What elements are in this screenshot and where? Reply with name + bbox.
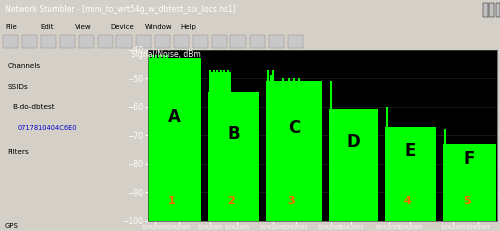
Text: Edit: Edit <box>40 24 54 30</box>
Bar <box>230 35 246 48</box>
Text: 4: 4 <box>404 196 411 206</box>
Text: 0717810404C6E0: 0717810404C6E0 <box>18 125 77 131</box>
Text: Filters: Filters <box>8 149 29 155</box>
Bar <box>136 35 150 48</box>
Bar <box>148 58 201 221</box>
Text: Signal/Noise, dBm: Signal/Noise, dBm <box>132 50 201 59</box>
Text: 5: 5 <box>463 196 470 206</box>
Bar <box>443 144 496 221</box>
Text: GPS: GPS <box>5 223 19 229</box>
Bar <box>268 35 283 48</box>
Bar <box>154 35 170 48</box>
Text: 2: 2 <box>227 196 235 206</box>
Bar <box>496 3 500 17</box>
Text: B-do-dbtest: B-do-dbtest <box>12 104 54 110</box>
Text: 1: 1 <box>168 196 175 206</box>
Text: C: C <box>288 119 300 137</box>
Text: View: View <box>75 24 92 30</box>
Bar <box>78 35 94 48</box>
Text: Window: Window <box>145 24 172 30</box>
Text: File: File <box>5 24 17 30</box>
Bar <box>385 127 436 221</box>
Text: D: D <box>346 133 360 151</box>
Bar <box>266 81 322 221</box>
Text: A: A <box>168 108 180 126</box>
Bar <box>329 109 378 221</box>
Text: B: B <box>228 125 240 143</box>
Bar <box>250 35 264 48</box>
Bar <box>116 35 132 48</box>
Bar <box>208 92 259 221</box>
Bar <box>40 35 56 48</box>
Bar <box>174 35 188 48</box>
Text: SSIDs: SSIDs <box>8 84 28 90</box>
Text: Help: Help <box>180 24 196 30</box>
Text: 3: 3 <box>288 196 295 206</box>
Bar <box>192 35 208 48</box>
Bar <box>288 35 302 48</box>
Bar <box>22 35 36 48</box>
Bar <box>98 35 112 48</box>
Text: E: E <box>405 142 416 160</box>
Bar <box>212 35 226 48</box>
Text: Network Stumbler - [mini_to_wrt54g_w_dbtest_six_locs.ns1]: Network Stumbler - [mini_to_wrt54g_w_dbt… <box>5 5 236 14</box>
Bar <box>2 35 18 48</box>
Text: F: F <box>464 150 475 168</box>
Text: Device: Device <box>110 24 134 30</box>
Bar <box>489 3 494 17</box>
Bar <box>60 35 74 48</box>
Bar <box>482 3 488 17</box>
Text: Channels: Channels <box>8 63 40 69</box>
